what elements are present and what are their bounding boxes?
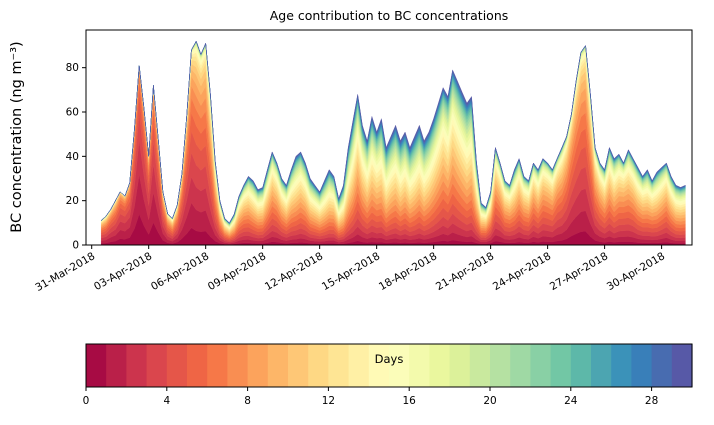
svg-text:09-Apr-2018: 09-Apr-2018 [206, 250, 268, 293]
svg-text:30-Apr-2018: 30-Apr-2018 [605, 250, 667, 293]
svg-text:8: 8 [244, 395, 251, 407]
age-colorbar: 0 4 8 12 16 20 24 28 [83, 343, 693, 407]
chart-title: Age contribution to BC concentrations [269, 8, 509, 23]
svg-text:21-Apr-2018: 21-Apr-2018 [434, 250, 496, 293]
svg-text:80: 80 [66, 62, 79, 74]
svg-text:40: 40 [66, 151, 79, 163]
svg-text:28: 28 [645, 395, 658, 407]
svg-text:18-Apr-2018: 18-Apr-2018 [377, 250, 439, 293]
svg-text:03-Apr-2018: 03-Apr-2018 [92, 250, 154, 293]
svg-text:0: 0 [83, 395, 90, 407]
svg-text:12: 12 [322, 395, 335, 407]
svg-text:16: 16 [403, 395, 417, 407]
svg-text:20: 20 [483, 395, 496, 407]
svg-text:60: 60 [66, 107, 79, 119]
svg-text:27-Apr-2018: 27-Apr-2018 [548, 250, 610, 293]
svg-text:20: 20 [66, 195, 79, 207]
bc-stacked-area-chart: 0 20 40 60 80 31-Mar-201803-Apr-201806-Apr-20… [33, 29, 693, 294]
svg-text:15-Apr-2018: 15-Apr-2018 [320, 250, 382, 293]
colorbar-label: Days [374, 352, 404, 366]
svg-text:24-Apr-2018: 24-Apr-2018 [491, 250, 553, 293]
svg-text:4: 4 [163, 395, 170, 407]
svg-text:24: 24 [564, 395, 578, 407]
svg-text:31-Mar-2018: 31-Mar-2018 [33, 250, 97, 294]
svg-text:0: 0 [72, 240, 79, 252]
svg-text:12-Apr-2018: 12-Apr-2018 [263, 250, 325, 293]
svg-text:06-Apr-2018: 06-Apr-2018 [149, 250, 211, 293]
